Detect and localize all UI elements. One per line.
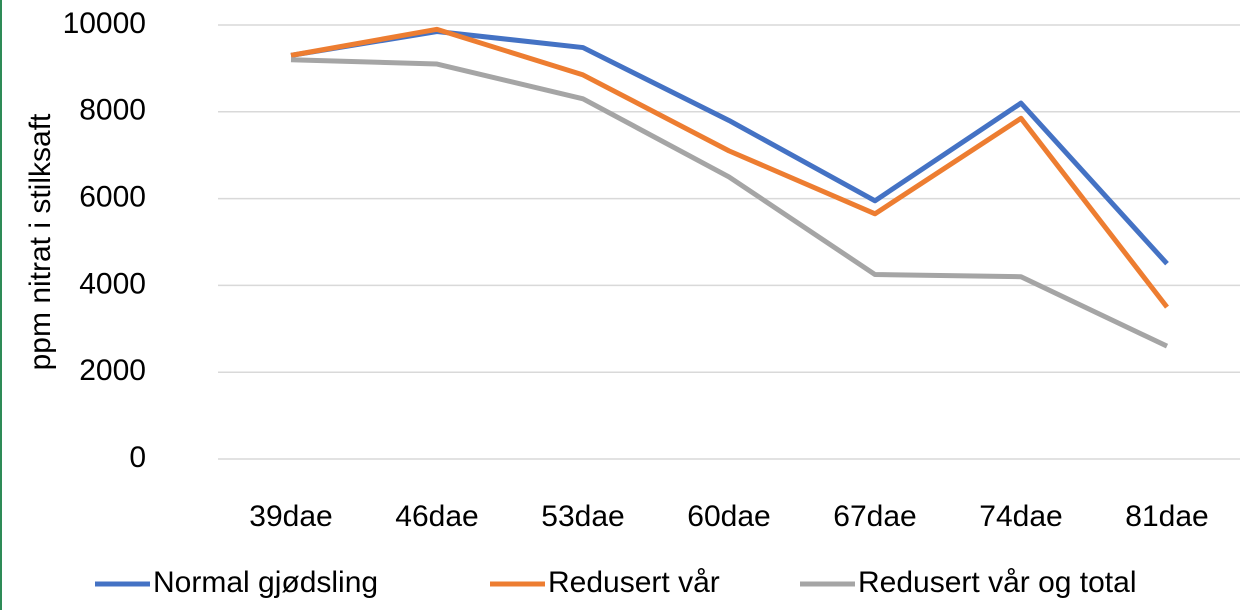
y-tick-label: 0: [129, 441, 146, 474]
series-line: [290, 57, 1169, 349]
y-tick-label: 2000: [79, 354, 146, 387]
series-line: [290, 26, 1169, 309]
y-tick-label: 10000: [63, 7, 146, 40]
legend-label: Redusert vår: [548, 566, 720, 599]
x-tick-label: 67dae: [833, 500, 916, 533]
y-axis-title: ppm nitrat i stilksaft: [24, 113, 57, 370]
x-tick-label: 46dae: [395, 500, 478, 533]
x-tick-label: 81dae: [1125, 500, 1208, 533]
x-tick-label: 53dae: [541, 500, 624, 533]
x-tick-label: 74dae: [979, 500, 1062, 533]
y-tick-label: 6000: [79, 181, 146, 214]
legend-label: Redusert vår og total: [858, 566, 1136, 599]
legend-label: Normal gjødsling: [153, 566, 378, 599]
y-tick-label: 8000: [79, 94, 146, 127]
series-line: [290, 29, 1169, 266]
y-tick-label: 4000: [79, 267, 146, 300]
x-tick-label: 60dae: [687, 500, 770, 533]
x-tick-label: 39dae: [249, 500, 332, 533]
